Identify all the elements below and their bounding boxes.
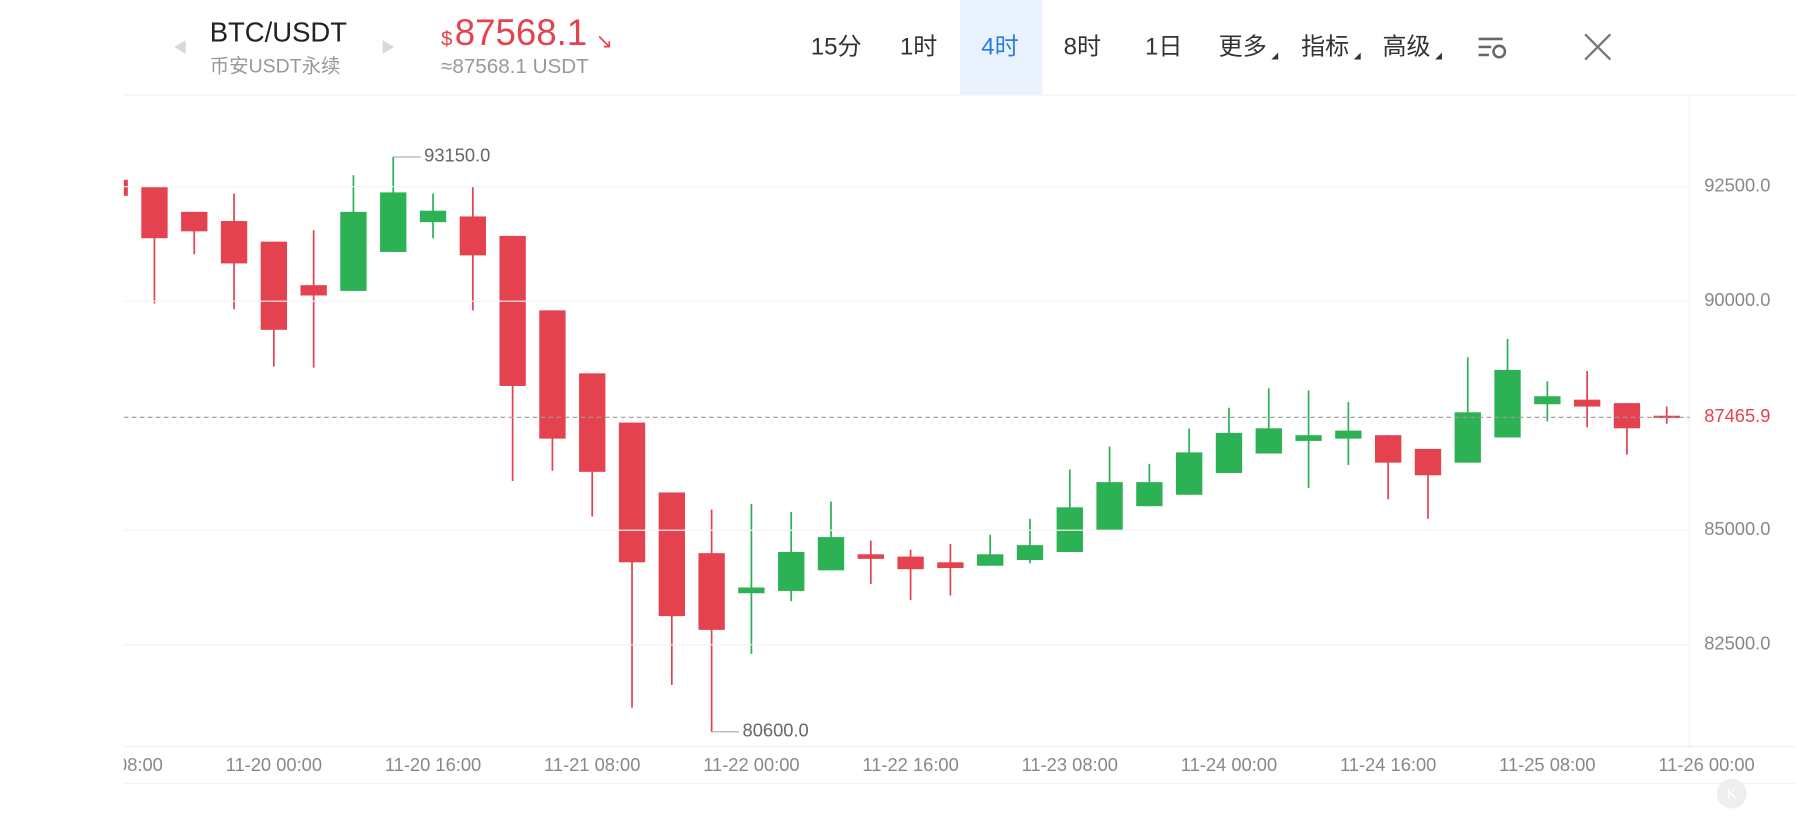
- candle-body: [579, 373, 606, 472]
- candle-body: [658, 492, 685, 617]
- candle-body: [977, 554, 1004, 566]
- next-arrow[interactable]: [382, 40, 395, 54]
- candle-body: [1016, 545, 1044, 561]
- candle-body: [817, 537, 845, 571]
- candle-body: [1096, 482, 1123, 531]
- timeframe-tab[interactable]: 指标: [1301, 33, 1349, 60]
- candle-body: [1295, 435, 1322, 441]
- candle-body: [1454, 412, 1481, 463]
- x-tick-label: 11-21 08:00: [544, 754, 640, 775]
- dropdown-mark: [1353, 52, 1361, 60]
- timeframe-tab[interactable]: 8时: [1064, 33, 1101, 60]
- price-arrow: ↘: [596, 30, 613, 53]
- dropdown-mark: [1271, 52, 1279, 60]
- currency-symbol: $: [441, 28, 453, 51]
- settings-icon[interactable]: [1478, 37, 1507, 59]
- candle-body: [123, 179, 128, 196]
- candle-body: [300, 285, 327, 296]
- kline-icon[interactable]: K: [1716, 778, 1747, 809]
- x-tick-label: 11-19 08:00: [66, 754, 162, 775]
- candle-body: [340, 211, 367, 291]
- candle-body: [1573, 399, 1601, 407]
- candle-body: [1056, 507, 1083, 552]
- last-price-label: 87465.9: [1704, 405, 1770, 426]
- candle-body: [1255, 428, 1282, 454]
- approx-price: ≈87568.1 USDT: [441, 55, 589, 78]
- candle-body: [419, 210, 447, 223]
- timeframe-tab[interactable]: 1时: [900, 33, 937, 60]
- x-axis: 11-19 08:00 11-20 00:00 11-20 16:00 11-21 0…: [66, 754, 1755, 775]
- y-tick-label: 82500.0: [1704, 633, 1770, 654]
- x-tick-label: 11-23 08:00: [1022, 754, 1118, 775]
- candle-body: [1215, 432, 1243, 473]
- candle-body: [380, 192, 407, 252]
- candle-body: [141, 186, 168, 239]
- timeframe-tab[interactable]: 15分: [811, 33, 862, 60]
- max-label: 93150.0: [424, 145, 490, 166]
- candle-body: [1534, 396, 1561, 405]
- y-tick-label: 90000.0: [1704, 289, 1770, 310]
- candle-body: [698, 553, 725, 630]
- svg-text:K: K: [1727, 787, 1737, 803]
- x-tick-label: 11-20 16:00: [385, 754, 481, 775]
- candle-body: [181, 211, 208, 232]
- y-tick-label: 92500.0: [1704, 175, 1770, 196]
- x-tick-label: 11-26 00:00: [1658, 754, 1754, 775]
- x-tick-label: 11-20 00:00: [226, 754, 322, 775]
- candle-body: [260, 241, 288, 330]
- candle-body: [1494, 369, 1521, 438]
- candle-body: [220, 221, 248, 264]
- timeframe-tab[interactable]: 高级: [1382, 33, 1430, 60]
- pair: BTC/USDT: [210, 17, 348, 48]
- y-tick-label: 85000.0: [1704, 518, 1770, 539]
- price: 87568.1: [455, 12, 587, 53]
- plot: [123, 156, 1680, 732]
- candle-body: [1136, 482, 1163, 507]
- x-tick-label: 11-25 08:00: [1499, 754, 1595, 775]
- x-tick-label: 11-24 16:00: [1340, 754, 1436, 775]
- close-icon[interactable]: [1584, 33, 1612, 61]
- candle-body: [618, 422, 646, 563]
- x-tick-label: 11-22 16:00: [862, 754, 958, 775]
- candle-body: [1335, 430, 1362, 439]
- candle-body: [1613, 403, 1641, 429]
- candle-body: [778, 552, 805, 591]
- candle-body: [738, 587, 765, 594]
- candle-body: [897, 556, 924, 570]
- timeframe-tab[interactable]: 1日: [1145, 33, 1182, 60]
- timeframe-tab[interactable]: 更多: [1219, 33, 1267, 60]
- candle-body: [459, 216, 487, 256]
- dropdown-mark: [1435, 52, 1442, 60]
- active-tab-bg: [959, 0, 1043, 96]
- candle-body: [539, 310, 566, 439]
- candle-body: [937, 562, 964, 569]
- timeframe-tab[interactable]: 4时: [981, 33, 1018, 60]
- x-tick-label: 11-24 00:00: [1181, 754, 1277, 775]
- candle-body: [499, 235, 526, 386]
- candle-body: [1374, 435, 1402, 463]
- candle-body: [857, 554, 884, 559]
- candle-body: [1176, 452, 1203, 495]
- prev-arrow[interactable]: [174, 40, 186, 54]
- x-tick-label: 11-22 00:00: [703, 754, 799, 775]
- market: 币安USDT永续: [210, 56, 341, 78]
- candle-body: [1414, 448, 1442, 476]
- min-label: 80600.0: [743, 720, 809, 741]
